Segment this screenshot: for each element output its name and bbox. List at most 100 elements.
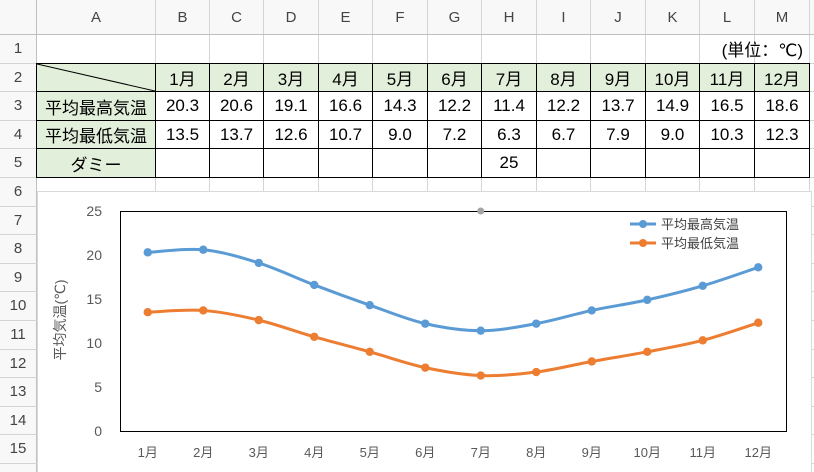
cell-F2[interactable]: 5月 (372, 63, 428, 92)
data-point[interactable] (310, 280, 319, 290)
cell-F4[interactable]: 9.0 (372, 120, 428, 149)
data-point[interactable] (698, 336, 707, 345)
column-header-F[interactable]: F (395, 8, 405, 26)
data-point[interactable] (477, 207, 485, 215)
row-header-11[interactable]: 11 (10, 326, 26, 343)
cell-L2[interactable]: 11月 (699, 63, 755, 92)
cell-M4[interactable]: 12.3 (754, 120, 810, 149)
row-header-1[interactable]: 1 (13, 40, 23, 57)
row-header-15[interactable]: 15 (9, 440, 27, 457)
cell-E5[interactable] (318, 148, 373, 178)
cell-F5[interactable] (372, 148, 428, 178)
row-header-10[interactable]: 10 (9, 297, 27, 314)
data-point[interactable] (421, 319, 430, 328)
cell-D2[interactable]: 3月 (263, 63, 319, 92)
row-header-8[interactable]: 8 (13, 240, 23, 257)
row-header-6[interactable]: 6 (13, 183, 23, 200)
cell-I3[interactable]: 12.2 (536, 91, 591, 121)
series-layer[interactable] (143, 207, 763, 380)
cell-M1-unit-note[interactable]: (単位：℃) (721, 41, 803, 60)
cell-C4[interactable]: 13.7 (209, 120, 264, 149)
data-point[interactable] (532, 367, 541, 377)
cell-F3[interactable]: 14.3 (372, 91, 428, 121)
data-point[interactable] (143, 248, 152, 257)
data-point[interactable] (421, 363, 430, 372)
cell-H3[interactable]: 11.4 (481, 91, 537, 121)
legend-item-max[interactable]: 平均最高気温 (630, 217, 739, 232)
row-header-12[interactable]: 12 (9, 355, 27, 372)
column-header-K[interactable]: K (667, 8, 678, 26)
cell-J5[interactable] (590, 148, 646, 178)
data-point[interactable] (643, 347, 652, 356)
cell-K2[interactable]: 10月 (645, 63, 700, 92)
cell-E2[interactable]: 4月 (318, 63, 373, 92)
cell-G5[interactable] (427, 148, 482, 178)
data-point[interactable] (254, 315, 263, 325)
plot-area[interactable] (120, 211, 787, 432)
y-axis-title[interactable]: 平均気温(℃) (52, 279, 68, 360)
cell-A4[interactable]: 平均最低気温 (36, 120, 156, 149)
column-header-C[interactable]: C (231, 8, 242, 26)
cell-A2[interactable] (36, 63, 156, 92)
column-header-E[interactable]: E (340, 8, 351, 26)
cell-K3[interactable]: 14.9 (645, 91, 700, 121)
cell-D3[interactable]: 19.1 (263, 91, 319, 121)
data-point[interactable] (476, 371, 485, 380)
row-header-2[interactable]: 2 (13, 69, 23, 86)
cell-M3[interactable]: 18.6 (754, 91, 810, 121)
column-header-H[interactable]: H (503, 8, 515, 26)
column-header-G[interactable]: G (448, 8, 461, 26)
data-point[interactable] (587, 357, 596, 366)
row-header-3[interactable]: 3 (13, 97, 23, 114)
row-header-7[interactable]: 7 (13, 212, 23, 229)
cell-B2[interactable]: 1月 (155, 63, 210, 92)
cell-I2[interactable]: 8月 (536, 63, 591, 92)
cell-M2[interactable]: 12月 (754, 63, 810, 92)
cell-B3[interactable]: 20.3 (155, 91, 210, 121)
data-point[interactable] (143, 308, 152, 317)
cell-L4[interactable]: 10.3 (699, 120, 755, 149)
cell-H2[interactable]: 7月 (481, 63, 537, 92)
column-header-A[interactable]: A (90, 8, 101, 26)
cell-L5[interactable] (699, 148, 755, 178)
data-point[interactable] (365, 300, 374, 310)
column-header-L[interactable]: L (722, 8, 732, 26)
cell-G2[interactable]: 6月 (427, 63, 482, 92)
cell-G4[interactable]: 7.2 (427, 120, 482, 149)
legend-item-min[interactable]: 平均最低気温 (630, 236, 739, 251)
data-point[interactable] (476, 326, 485, 335)
data-point[interactable] (199, 245, 208, 254)
column-header-D[interactable]: D (285, 8, 297, 26)
row-header-9[interactable]: 9 (13, 269, 23, 286)
cell-K5[interactable] (645, 148, 700, 178)
data-point[interactable] (310, 332, 319, 342)
cell-B4[interactable]: 13.5 (155, 120, 210, 149)
column-header-J[interactable]: J (614, 8, 622, 26)
cell-J3[interactable]: 13.7 (590, 91, 646, 121)
row-header-13[interactable]: 13 (9, 383, 27, 400)
data-point[interactable] (587, 306, 596, 315)
cell-E4[interactable]: 10.7 (318, 120, 373, 149)
cell-I4[interactable]: 6.7 (536, 120, 591, 149)
cell-D4[interactable]: 12.6 (263, 120, 319, 149)
cell-C5[interactable] (209, 148, 264, 178)
cell-H5[interactable]: 25 (481, 148, 537, 178)
cell-L3[interactable]: 16.5 (699, 91, 755, 121)
series-line[interactable] (146, 308, 760, 378)
cell-K4[interactable]: 9.0 (645, 120, 700, 149)
chart-canvas[interactable]: 0 5 10 15 20 25 1月 2月 3月 4月 5月 6月 7月 8月 9月 10月 11月 12月 平… (38, 192, 811, 472)
column-header-M[interactable]: M (775, 8, 789, 26)
data-point[interactable] (199, 306, 208, 315)
row-header-4[interactable]: 4 (13, 126, 23, 143)
cell-J4[interactable]: 7.9 (590, 120, 646, 149)
data-point[interactable] (532, 319, 541, 328)
cell-G3[interactable]: 12.2 (427, 91, 482, 121)
line-chart[interactable]: 0 5 10 15 20 25 1月 2月 3月 4月 5月 6月 7月 8月 9月 10月 11月 12月 平… (37, 191, 812, 472)
series-line[interactable] (146, 247, 760, 333)
row-header-5[interactable]: 5 (13, 154, 23, 171)
data-point[interactable] (754, 263, 763, 272)
cell-H4[interactable]: 6.3 (481, 120, 537, 149)
cell-E3[interactable]: 16.6 (318, 91, 373, 121)
data-point[interactable] (643, 295, 652, 305)
cell-A5[interactable]: ダミー (36, 148, 156, 178)
